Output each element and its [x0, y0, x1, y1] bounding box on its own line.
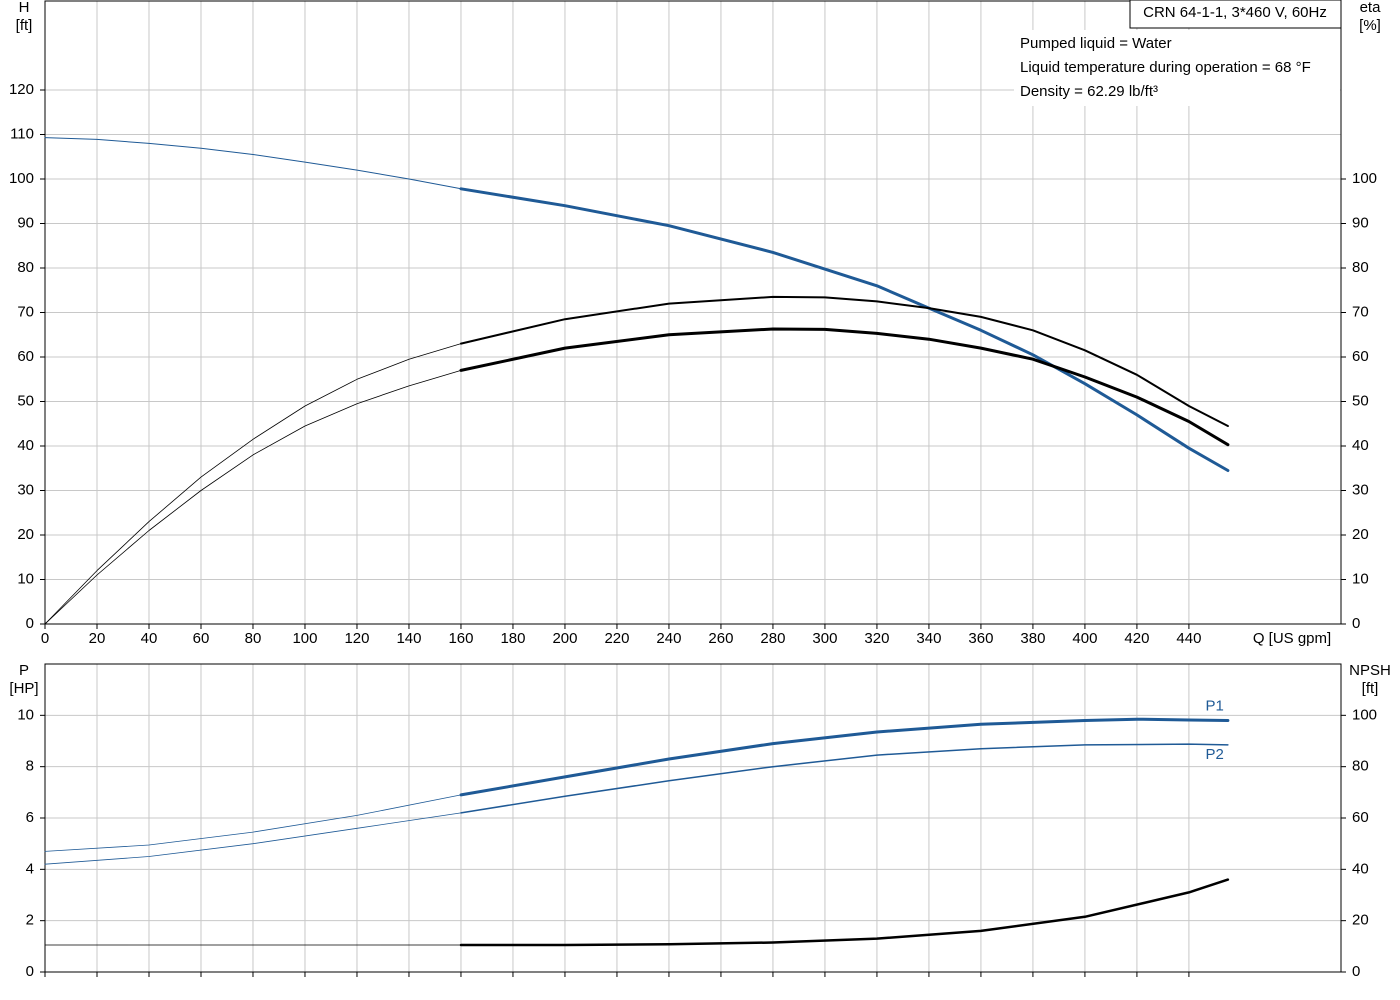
x-tick-label: 360 [968, 630, 993, 647]
y-tick-label: 6 [26, 809, 34, 826]
curve [44, 343, 462, 625]
annotation: Density = 62.29 lb/ft³ [1020, 83, 1158, 100]
y2-tick-label: 30 [1352, 481, 1369, 498]
y2-tick-label: 10 [1352, 570, 1369, 587]
x-tick-label: 180 [500, 630, 525, 647]
y2-tick-label: 90 [1352, 214, 1369, 231]
x-tick-label: 400 [1072, 630, 1097, 647]
x-tick-label: 0 [41, 630, 49, 647]
y2-axis-unit: [ft] [1362, 680, 1379, 697]
plot-frame [44, 0, 1342, 625]
y-tick-label: 120 [9, 81, 34, 98]
x-tick-label: 320 [864, 630, 889, 647]
y-axis-label: H [19, 0, 30, 16]
title-box [1129, 0, 1342, 29]
curve [459, 878, 1230, 947]
x-tick-label: 120 [344, 630, 369, 647]
plot-frame [44, 663, 1342, 973]
curve [44, 137, 462, 190]
y2-tick-label: 20 [1352, 526, 1369, 543]
y2-tick-label: 50 [1352, 392, 1369, 409]
curve [459, 187, 1230, 472]
y2-tick-label: 0 [1352, 615, 1360, 632]
x-tick-label: 260 [708, 630, 733, 647]
x-tick-label: 160 [448, 630, 473, 647]
x-tick-label: 240 [656, 630, 681, 647]
x-tick-label: 380 [1020, 630, 1045, 647]
x-tick-label: 80 [245, 630, 262, 647]
y2-tick-label: 20 [1352, 912, 1369, 929]
y-tick-label: 110 [10, 125, 34, 142]
chart-title: CRN 64-1-1, 3*460 V, 60Hz [1143, 4, 1327, 21]
y2-tick-label: 40 [1352, 437, 1369, 454]
y2-axis-label: eta [1360, 0, 1382, 16]
y2-tick-label: 40 [1352, 860, 1369, 877]
curve [44, 370, 462, 625]
annotation-box [1014, 30, 1340, 106]
y2-tick-label: 80 [1352, 758, 1369, 775]
y2-tick-label: 100 [1352, 706, 1377, 723]
annotation: Liquid temperature during operation = 68… [1020, 59, 1311, 76]
curve [460, 743, 1229, 814]
y-tick-label: 0 [26, 615, 34, 632]
y-tick-label: 20 [17, 526, 34, 543]
curve-label: P2 [1206, 746, 1224, 763]
curve [460, 295, 1229, 427]
y2-tick-label: 60 [1352, 809, 1369, 826]
curve [44, 812, 462, 865]
y-tick-label: 2 [26, 912, 34, 929]
y-axis-unit: [HP] [9, 680, 38, 697]
curve-label: P1 [1206, 697, 1224, 714]
y-axis-label: P [19, 662, 29, 679]
x-tick-label: 340 [916, 630, 941, 647]
y2-tick-label: 80 [1352, 259, 1369, 276]
y-tick-label: 80 [17, 259, 34, 276]
y-tick-label: 8 [26, 758, 34, 775]
y-tick-label: 0 [26, 963, 34, 980]
x-tick-label: 140 [396, 630, 421, 647]
y2-tick-label: 0 [1352, 963, 1360, 980]
y-tick-label: 50 [17, 392, 34, 409]
y-tick-label: 100 [9, 170, 34, 187]
x-tick-label: 100 [292, 630, 317, 647]
x-tick-label: 200 [552, 630, 577, 647]
y-tick-label: 10 [17, 570, 34, 587]
x-tick-label: 420 [1124, 630, 1149, 647]
x-tick-label: 40 [141, 630, 158, 647]
annotation: Pumped liquid = Water [1020, 35, 1172, 52]
x-tick-label: 20 [89, 630, 106, 647]
y-tick-label: 70 [17, 303, 34, 320]
y2-axis-unit: [%] [1359, 17, 1381, 34]
x-tick-label: 440 [1176, 630, 1201, 647]
y2-tick-label: 70 [1352, 303, 1369, 320]
curve [44, 794, 462, 852]
x-tick-label: 300 [812, 630, 837, 647]
curve [459, 327, 1230, 447]
x-tick-label: 220 [604, 630, 629, 647]
curve [459, 717, 1230, 797]
y2-axis-label: NPSH [1349, 662, 1391, 679]
y-axis-unit: [ft] [16, 17, 33, 34]
x-tick-label: 60 [193, 630, 210, 647]
y-tick-label: 60 [17, 348, 34, 365]
y-tick-label: 40 [17, 437, 34, 454]
x-axis-label: Q [US gpm] [1253, 630, 1331, 647]
x-tick-label: 280 [760, 630, 785, 647]
y-tick-label: 10 [17, 706, 34, 723]
y2-tick-label: 100 [1352, 170, 1377, 187]
y2-tick-label: 60 [1352, 348, 1369, 365]
y-tick-label: 4 [26, 860, 34, 877]
y-tick-label: 30 [17, 481, 34, 498]
y-tick-label: 90 [17, 214, 34, 231]
